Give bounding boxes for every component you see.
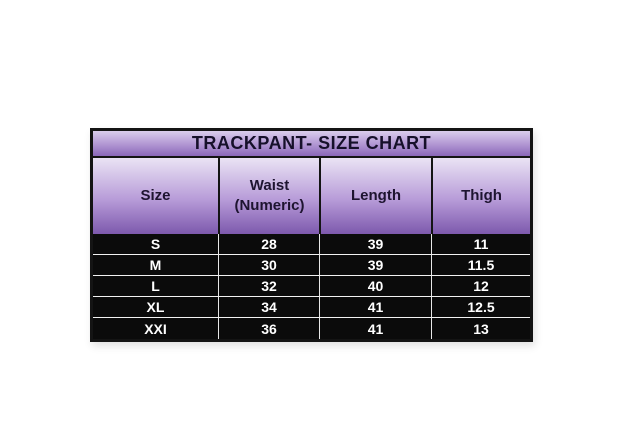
cell-length: 39 [319, 255, 431, 275]
cell-waist: 36 [218, 318, 319, 339]
size-chart-title: TRACKPANT- SIZE CHART [93, 131, 530, 158]
table-row-xxi: XXI 36 41 13 [93, 318, 530, 339]
cell-waist: 28 [218, 234, 319, 254]
cell-thigh: 12.5 [431, 297, 530, 317]
cell-size: S [150, 236, 161, 252]
column-header-size: Size [93, 158, 218, 234]
cell-length: 39 [319, 234, 431, 254]
column-header-waist: Waist (Numeric) [220, 158, 319, 234]
cell-thigh: 13 [431, 318, 530, 339]
table-header-row: Size Waist (Numeric) Length Thigh [93, 158, 530, 234]
size-chart-table: TRACKPANT- SIZE CHART Size Waist (Numeri… [90, 128, 533, 342]
cell-length: 40 [319, 276, 431, 296]
cell-thigh: 11.5 [431, 255, 530, 275]
column-header-length: Length [321, 158, 431, 234]
table-row-s: S 28 39 11 [93, 234, 530, 255]
cell-size: L [151, 278, 160, 294]
cell-thigh: 12 [431, 276, 530, 296]
cell-thigh: 11 [431, 234, 530, 254]
table-row-xl: XL 34 41 12.5 [93, 297, 530, 318]
cell-size: XL [146, 299, 165, 315]
table-row-l: L 32 40 12 [93, 276, 530, 297]
cell-waist: 34 [218, 297, 319, 317]
cell-size: XXI [144, 320, 167, 337]
table-row-m: M 30 39 11.5 [93, 255, 530, 276]
cell-length: 41 [319, 297, 431, 317]
column-header-thigh: Thigh [433, 158, 530, 234]
table-body: S 28 39 11 M 30 39 11.5 L 32 40 12 XL 34… [93, 234, 530, 339]
cell-length: 41 [319, 318, 431, 339]
cell-size: M [149, 257, 162, 273]
cell-waist: 32 [218, 276, 319, 296]
cell-waist: 30 [218, 255, 319, 275]
